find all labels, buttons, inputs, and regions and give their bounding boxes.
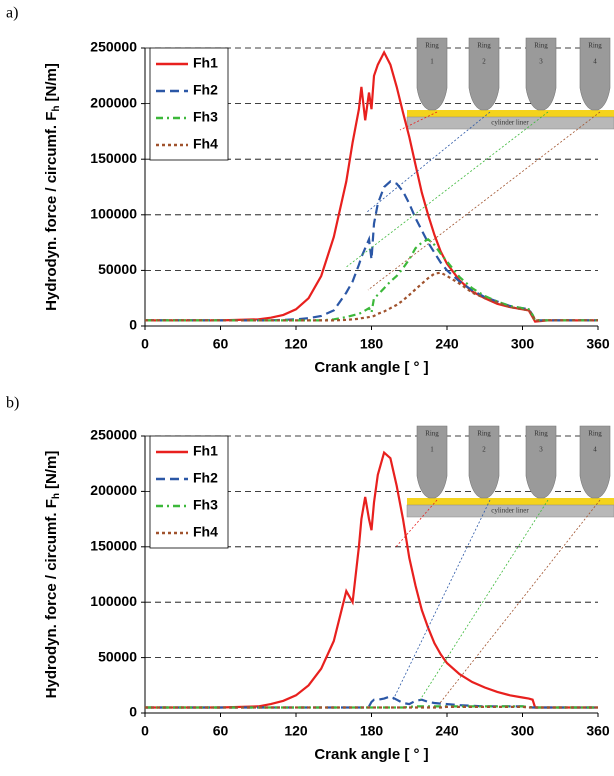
ring-number: 4 [593,446,597,454]
y-tick-label: 50000 [98,648,137,664]
cylinder-liner [406,504,614,518]
ring-label: Ring [477,430,491,438]
x-tick-label: 360 [586,723,610,739]
ring-shape [416,37,448,111]
x-tick-label: 180 [360,723,384,739]
connector [392,499,491,701]
x-tick-label: 180 [360,336,384,352]
liner-film [407,110,614,117]
y-tick-label: 0 [129,317,137,333]
y-axis-label-sub: h [51,493,62,499]
liner-label: cylinder liner [491,507,529,515]
connector [399,111,438,131]
y-axis-label-main: Hydrodyn. force / circumf. F [43,112,60,311]
x-tick-label: 360 [586,336,610,352]
x-tick-label: 60 [213,336,229,352]
connector [366,111,491,213]
ring-number: 1 [430,58,434,66]
ring-shape [416,425,448,499]
legend-label: Fh2 [193,82,218,98]
ring-shape [579,425,611,499]
y-tick-label: 50000 [98,261,137,277]
x-tick-label: 240 [435,336,459,352]
inset: cylinder liner Ring 1 Ring 2 Ring 3 Ring 4 [406,37,614,130]
ring-label: Ring [534,430,548,438]
legend-box [149,47,229,161]
ring-label: Ring [534,42,548,50]
ring-shape [525,37,557,111]
legend-label: Fh4 [193,524,218,540]
x-tick-label: 120 [284,723,308,739]
legend-box [149,435,229,549]
ring-shape [525,425,557,499]
ring-number: 3 [539,58,543,66]
y-axis-label: Hydrodyn. force / circumf. Fh [N/m] [43,63,62,311]
x-axis-label: Crank angle [ ° ] [314,359,428,376]
y-tick-label: 250000 [90,39,137,55]
liner-film [407,498,614,505]
x-tick-label: 240 [435,723,459,739]
connector [439,499,601,704]
panel-label: b) [6,395,19,412]
x-tick-label: 0 [141,723,149,739]
series-line [145,705,598,709]
liner-label: cylinder liner [491,119,529,127]
ring-number: 4 [593,58,597,66]
series-line [145,271,598,322]
x-tick-label: 0 [141,336,149,352]
y-tick-label: 200000 [90,482,137,498]
y-axis-label-unit: [N/m] [43,63,60,101]
ring-label: Ring [425,42,439,50]
x-tick-label: 60 [213,723,229,739]
cylinder-liner [406,116,614,130]
ring-shape [468,425,500,499]
legend-label: Fh2 [193,470,218,486]
ring-shape [468,37,500,111]
ring-label: Ring [588,430,602,438]
ring-number: 2 [482,58,486,66]
legend-label: Fh1 [193,443,218,459]
ring-number: 1 [430,446,434,454]
legend-label: Fh4 [193,136,218,152]
ring-label: Ring [588,42,602,50]
x-tick-label: 120 [284,336,308,352]
series-line [145,180,598,322]
connector [344,111,549,269]
ring-label: Ring [425,430,439,438]
y-axis-label-sub: h [51,106,62,112]
ring-number: 3 [539,446,543,454]
ring-number: 2 [482,446,486,454]
ring-shape [579,37,611,111]
y-axis-label-main: Hydrodyn. force / circumf. F [43,499,60,698]
inset: cylinder liner Ring 1 Ring 2 Ring 3 Ring 4 [406,425,614,518]
y-tick-label: 100000 [90,593,137,609]
y-tick-label: 150000 [90,538,137,554]
x-axis-label: Crank angle [ ° ] [314,746,428,763]
series-line [145,237,598,322]
panel-label: a) [6,5,18,22]
y-axis-label-unit: [N/m] [43,451,60,489]
legend-label: Fh3 [193,109,218,125]
y-tick-label: 0 [129,704,137,720]
legend-label: Fh3 [193,497,218,513]
series-line [145,450,598,709]
y-tick-label: 250000 [90,427,137,443]
connector [419,499,549,701]
y-tick-label: 200000 [90,94,137,110]
x-tick-label: 300 [511,723,535,739]
connector [367,111,601,291]
ring-label: Ring [477,42,491,50]
y-axis-label: Hydrodyn. force / circumf. Fh [N/m] [43,451,62,699]
x-tick-label: 300 [511,336,535,352]
legend-label: Fh1 [193,55,218,71]
connector [394,499,438,549]
y-tick-label: 150000 [90,150,137,166]
y-tick-label: 100000 [90,206,137,222]
